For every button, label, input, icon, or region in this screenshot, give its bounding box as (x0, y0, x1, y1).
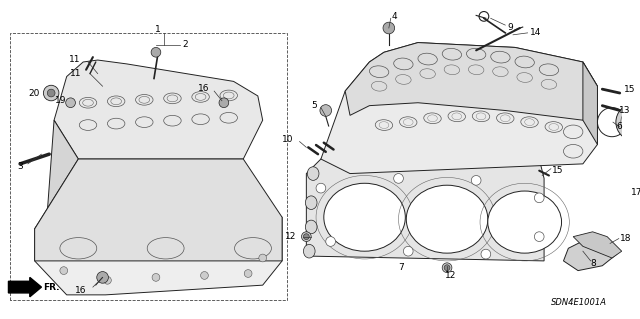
Ellipse shape (616, 104, 640, 141)
Circle shape (442, 263, 452, 272)
Ellipse shape (305, 220, 317, 234)
Text: 17: 17 (632, 189, 640, 197)
Circle shape (151, 48, 161, 57)
Circle shape (383, 22, 395, 34)
Text: 18: 18 (620, 234, 631, 243)
Text: 19: 19 (55, 96, 67, 105)
Text: 7: 7 (399, 263, 404, 272)
Polygon shape (8, 278, 42, 297)
Text: 6: 6 (617, 122, 623, 131)
Ellipse shape (488, 191, 561, 253)
Text: 1: 1 (155, 26, 161, 34)
Text: 16: 16 (198, 84, 209, 93)
Text: 5: 5 (311, 101, 317, 110)
Circle shape (60, 267, 68, 274)
Circle shape (152, 273, 160, 281)
Circle shape (481, 249, 491, 259)
Circle shape (303, 234, 309, 240)
Circle shape (97, 271, 108, 283)
Polygon shape (35, 159, 282, 261)
Ellipse shape (307, 167, 319, 180)
Polygon shape (573, 232, 621, 258)
Text: 20: 20 (28, 89, 40, 98)
Polygon shape (54, 60, 262, 159)
Text: 9: 9 (508, 23, 513, 32)
Text: 12: 12 (445, 271, 456, 280)
Text: 14: 14 (529, 28, 541, 37)
Text: 11: 11 (68, 55, 80, 63)
Text: 3: 3 (17, 162, 23, 171)
Text: 15: 15 (552, 166, 563, 175)
Text: 10: 10 (282, 135, 294, 144)
Polygon shape (321, 42, 598, 174)
Circle shape (403, 246, 413, 256)
Polygon shape (35, 203, 282, 295)
Circle shape (66, 98, 76, 108)
Circle shape (259, 254, 267, 262)
Text: 8: 8 (591, 259, 596, 268)
Text: 4: 4 (392, 12, 397, 21)
Text: 13: 13 (619, 106, 630, 115)
Circle shape (394, 174, 403, 183)
Circle shape (534, 193, 544, 203)
Circle shape (444, 265, 450, 271)
Circle shape (320, 105, 332, 116)
Text: 11: 11 (70, 69, 81, 78)
Text: 15: 15 (623, 85, 635, 94)
Circle shape (244, 270, 252, 278)
Polygon shape (307, 149, 544, 261)
Circle shape (623, 177, 630, 185)
Polygon shape (583, 62, 598, 145)
Text: 16: 16 (75, 286, 86, 294)
Polygon shape (563, 239, 617, 271)
Ellipse shape (324, 183, 405, 251)
Text: 2: 2 (182, 40, 188, 49)
Circle shape (471, 175, 481, 185)
Text: FR.: FR. (44, 283, 60, 292)
Circle shape (47, 89, 55, 97)
Ellipse shape (406, 185, 488, 253)
Circle shape (44, 85, 59, 101)
Ellipse shape (303, 244, 315, 258)
Polygon shape (35, 120, 78, 229)
Circle shape (200, 271, 209, 279)
Circle shape (104, 277, 111, 284)
Circle shape (326, 237, 335, 246)
Text: 12: 12 (285, 232, 297, 241)
Circle shape (219, 98, 228, 108)
Polygon shape (345, 42, 598, 120)
Circle shape (316, 183, 326, 193)
Circle shape (301, 232, 311, 241)
Circle shape (534, 232, 544, 241)
Ellipse shape (305, 196, 317, 210)
Text: SDN4E1001A: SDN4E1001A (551, 298, 607, 307)
